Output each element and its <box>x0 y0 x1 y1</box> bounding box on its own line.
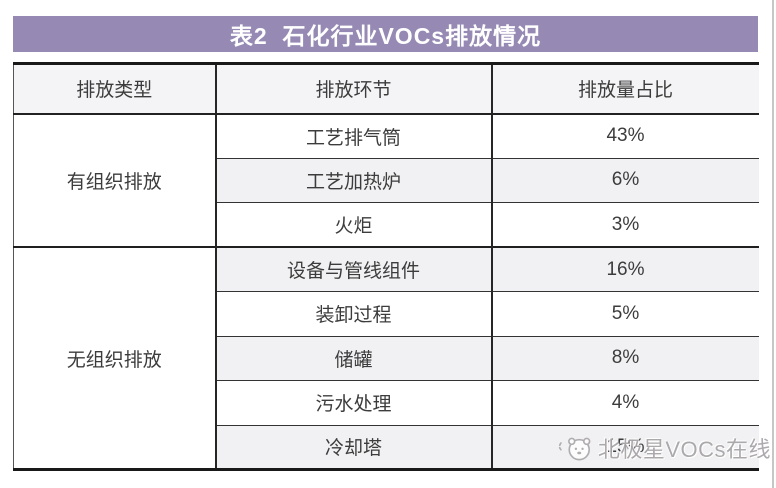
vocs-emission-table: 排放类型 排放环节 排放量占比 有组织排放 工艺排气筒 43% 工艺加热炉 6%… <box>13 62 759 471</box>
share-cell: 3% <box>491 202 759 247</box>
stage-cell: 工艺排气筒 <box>215 113 493 158</box>
table-row: 装卸过程 5% <box>14 291 759 336</box>
image-right-edge-line <box>772 0 774 488</box>
table-row: 工艺加热炉 6% <box>14 157 759 203</box>
col-header-emission-share: 排放量占比 <box>491 63 759 115</box>
stage-cell: 储罐 <box>215 335 493 381</box>
col-header-emission-stage: 排放环节 <box>215 63 493 115</box>
share-cell: 4% <box>491 380 759 425</box>
stage-cell: 工艺加热炉 <box>215 157 493 203</box>
header-row: 排放类型 排放环节 排放量占比 <box>13 63 759 115</box>
table-row: 无组织排放 设备与管线组件 16% <box>13 246 759 470</box>
stage-cell: 污水处理 <box>215 380 493 425</box>
table-row: 储罐 8% <box>14 335 759 381</box>
col-header-emission-type: 排放类型 <box>13 63 217 115</box>
table-row: 污水处理 4% <box>14 380 759 425</box>
share-cell: 15% <box>491 424 759 470</box>
table-row: 火炬 3% <box>14 202 759 247</box>
table-title-bar: 表2 石化行业VOCs排放情况 <box>13 16 758 52</box>
stage-cell: 装卸过程 <box>215 291 493 336</box>
share-cell: 8% <box>491 335 759 381</box>
emission-type-cell-organized: 有组织排放 <box>13 113 217 247</box>
share-cell: 5% <box>491 291 759 336</box>
stage-cell: 火炬 <box>215 202 493 247</box>
emission-type-cell-fugitive: 无组织排放 <box>13 246 217 470</box>
share-cell: 43% <box>606 125 645 146</box>
table-row: 冷却塔 15% <box>14 424 759 470</box>
stage-cell: 冷却塔 <box>215 424 493 470</box>
share-cell: 16% <box>491 246 759 292</box>
table-sheet: 表2 石化行业VOCs排放情况 排放类型 排放环节 排放量占比 有组织排放 工艺… <box>13 16 759 471</box>
stage-cell: 设备与管线组件 <box>215 246 493 292</box>
share-cell: 6% <box>491 157 759 203</box>
table-title: 表2 石化行业VOCs排放情况 <box>229 23 542 49</box>
table-row: 有组织排放 工艺排气筒 43% <box>13 113 759 247</box>
